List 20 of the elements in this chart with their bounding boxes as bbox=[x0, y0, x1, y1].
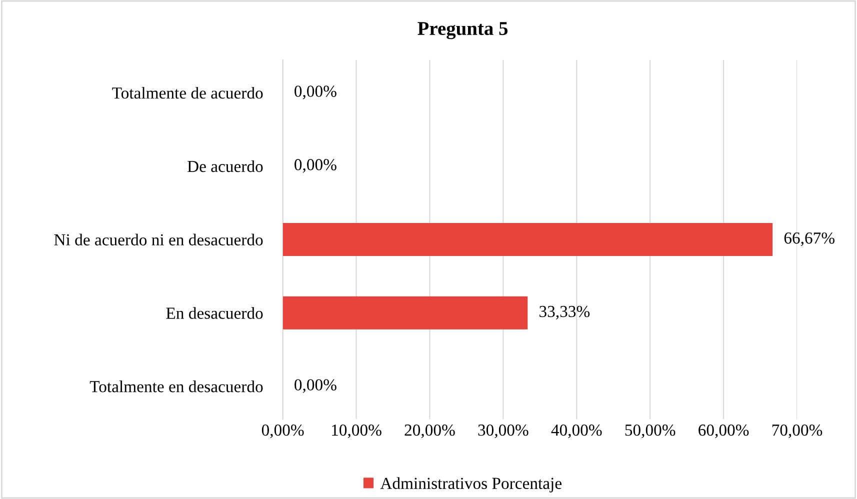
x-tick-label: 10,00% bbox=[332, 424, 382, 438]
x-tick-label: 50,00% bbox=[625, 424, 676, 438]
x-tick-label: 70,00% bbox=[772, 424, 822, 438]
y-tick-label: En desacuerdo bbox=[166, 307, 263, 319]
y-tick-label: Ni de acuerdo ni en desacuerdo bbox=[54, 234, 263, 246]
x-tick-label: 30,00% bbox=[478, 424, 528, 438]
y-tick-label: Totalmente en desacuerdo bbox=[90, 380, 263, 392]
data-label: 0,00% bbox=[294, 159, 336, 173]
data-label: 66,67% bbox=[784, 232, 834, 246]
x-tick-label: 20,00% bbox=[404, 424, 455, 438]
data-label: 0,00% bbox=[294, 86, 336, 100]
x-tick-label: 40,00% bbox=[551, 424, 602, 438]
y-tick-label: Totalmente de acuerdo bbox=[112, 86, 263, 99]
legend-label: Administrativos Porcentaje bbox=[380, 477, 562, 492]
data-label: 33,33% bbox=[540, 306, 590, 320]
chart-title: Pregunta 5 bbox=[418, 22, 508, 40]
y-tick-label: De acuerdo bbox=[188, 160, 263, 172]
x-tick-label: 60,00% bbox=[698, 424, 749, 438]
data-label: 0,00% bbox=[294, 379, 336, 393]
x-tick-label: 0,00% bbox=[262, 424, 304, 438]
